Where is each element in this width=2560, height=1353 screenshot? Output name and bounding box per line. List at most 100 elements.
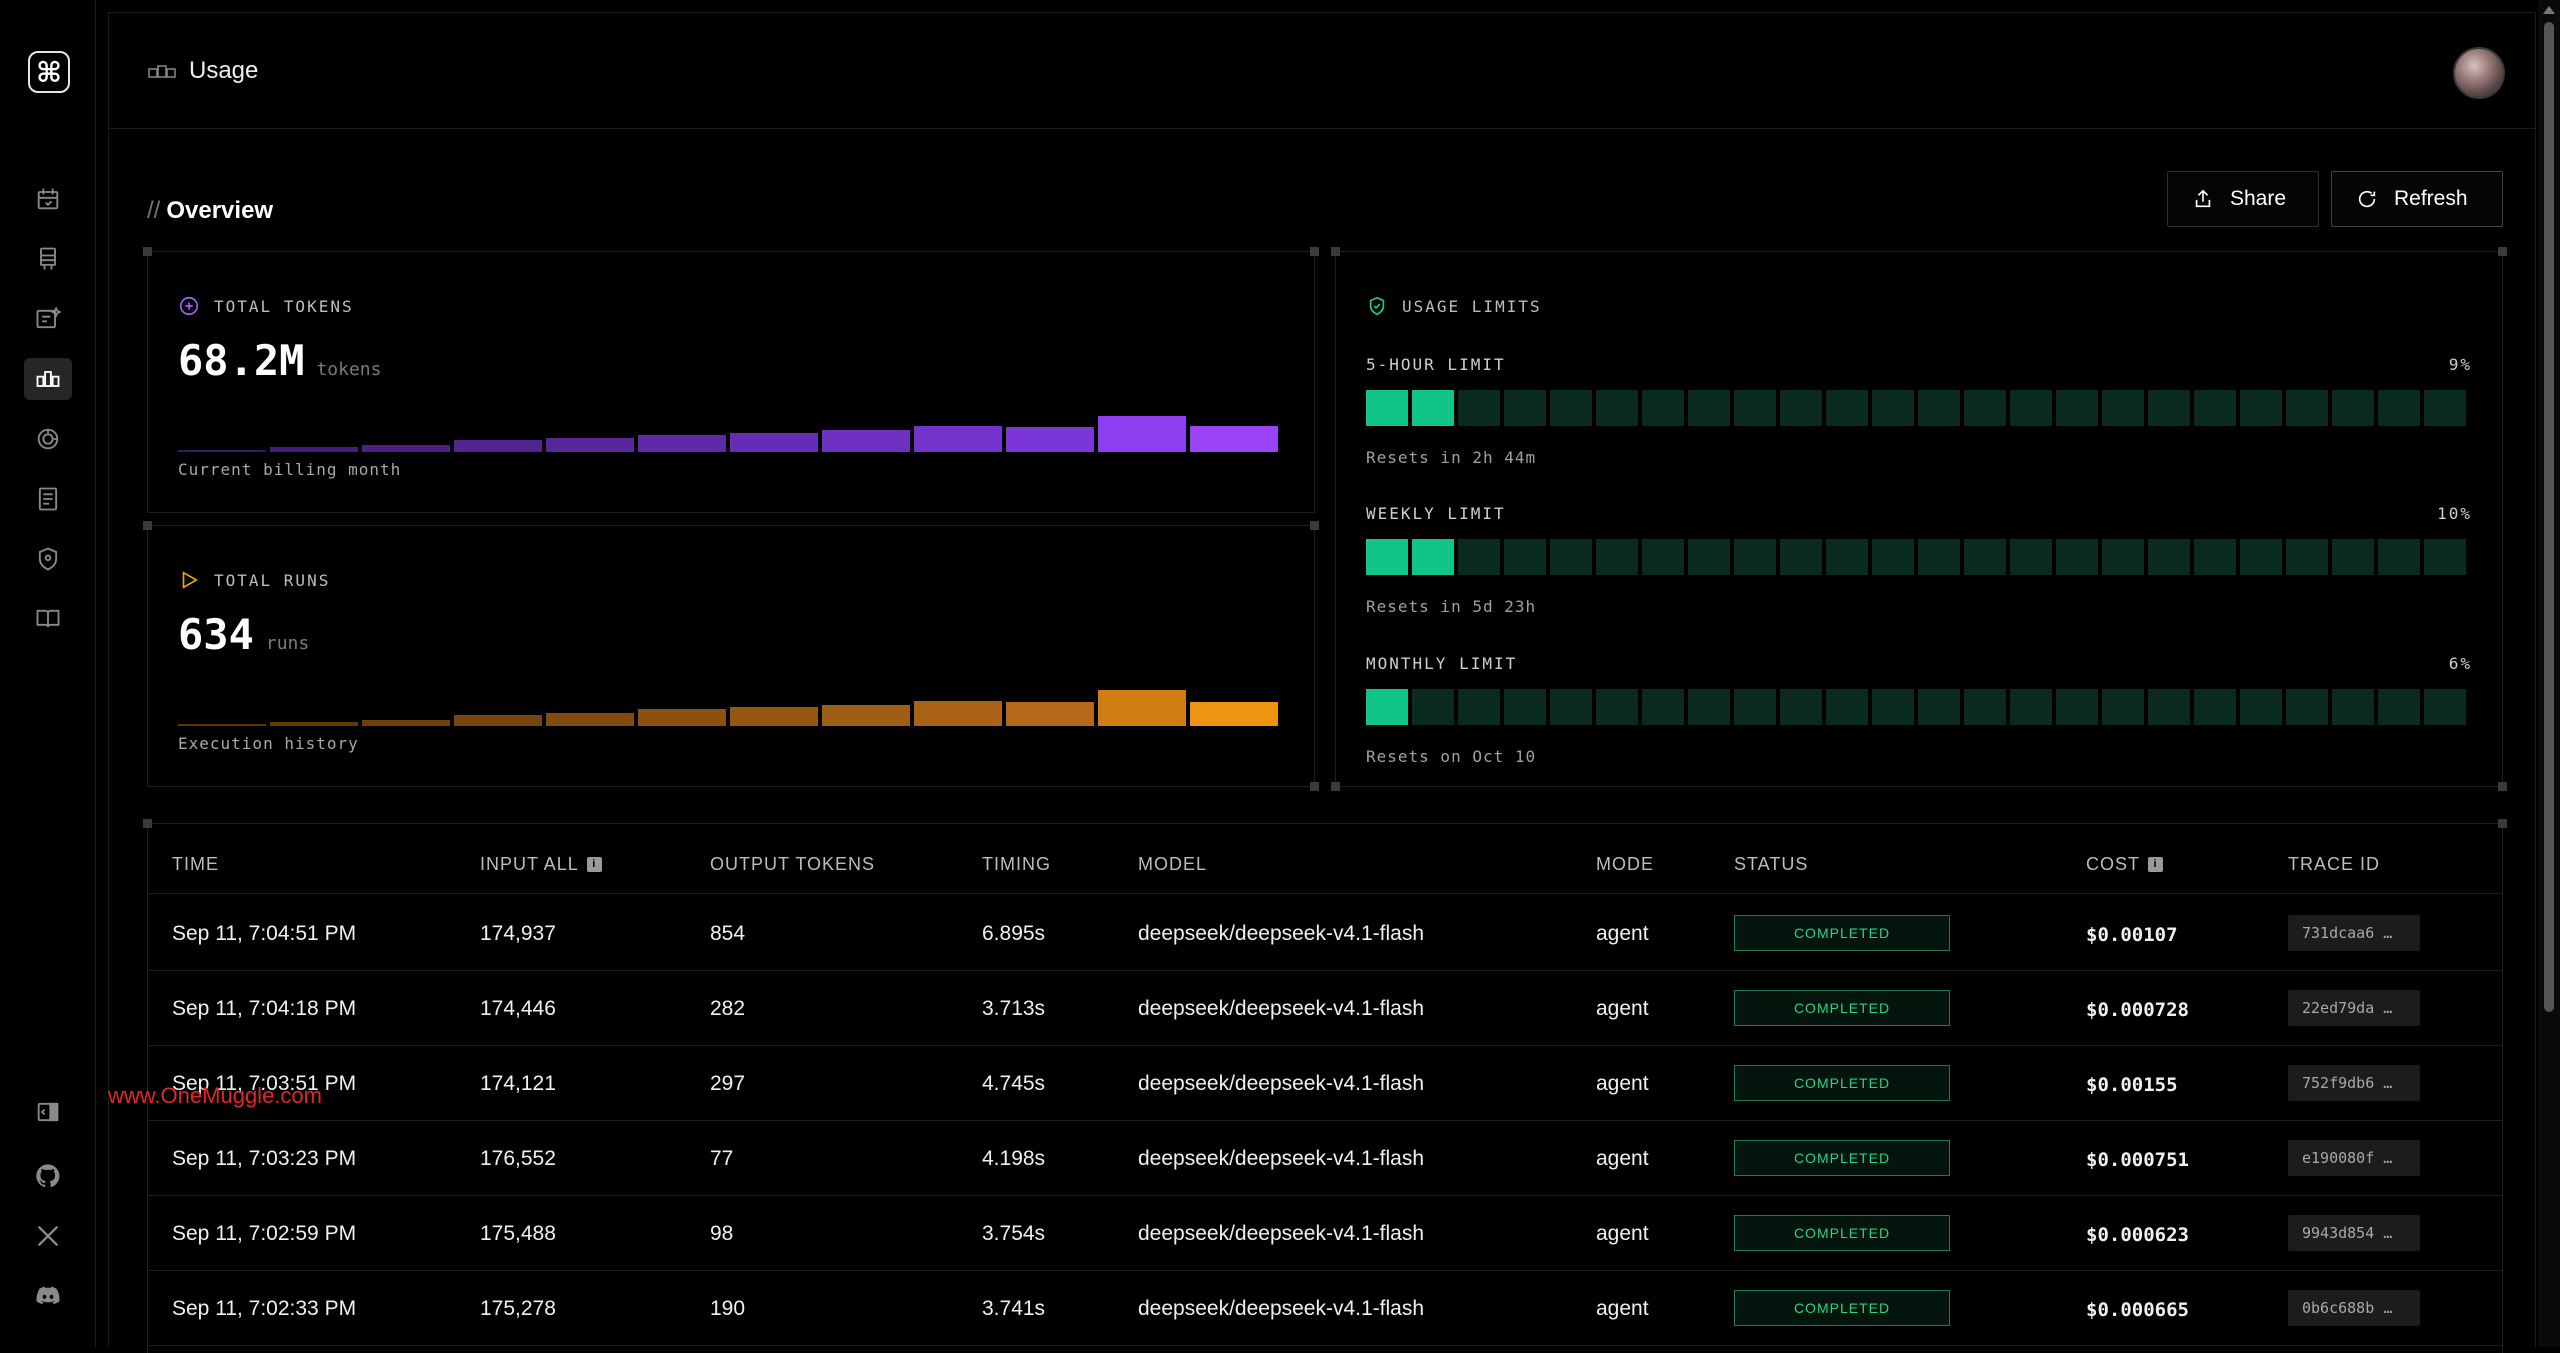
col-timing[interactable]: TIMING bbox=[982, 854, 1051, 874]
x-twitter-icon[interactable] bbox=[24, 1215, 72, 1257]
table-row[interactable]: Sep 11, 7:03:23 PM 176,552 77 4.198s dee… bbox=[148, 1121, 2502, 1196]
trace-id-chip[interactable]: e190080f … bbox=[2288, 1140, 2420, 1176]
cell-time: Sep 11, 7:02:33 PM bbox=[172, 1297, 357, 1320]
chart-bar bbox=[822, 705, 910, 726]
table-row[interactable]: Sep 11, 7:02:33 PM 175,278 190 3.741s de… bbox=[148, 1271, 2502, 1346]
trace-id-chip[interactable]: 9943d854 … bbox=[2288, 1215, 2420, 1251]
table-header: TIME INPUT ALL i OUTPUT TOKENS TIMING MOD… bbox=[148, 824, 2502, 894]
info-icon[interactable]: i bbox=[2148, 857, 2164, 872]
chart-bar bbox=[822, 430, 910, 452]
limit-cell bbox=[1366, 689, 1408, 725]
cell-timing: 3.713s bbox=[982, 997, 1046, 1020]
col-cost[interactable]: COST i bbox=[2086, 854, 2164, 875]
cell-cost: $0.00107 bbox=[2086, 924, 2178, 946]
github-icon[interactable] bbox=[24, 1155, 72, 1197]
limit-cell bbox=[1458, 390, 1500, 426]
limit-cell bbox=[2424, 539, 2466, 575]
chart-bar bbox=[638, 709, 726, 726]
nav-shield-icon[interactable] bbox=[24, 538, 72, 580]
chart-bar bbox=[362, 445, 450, 452]
trace-id-chip[interactable]: 752f9db6 … bbox=[2288, 1065, 2420, 1101]
col-input-all[interactable]: INPUT ALL i bbox=[480, 854, 602, 875]
limit-cell bbox=[2332, 689, 2374, 725]
limit-cell bbox=[1504, 689, 1546, 725]
chart-bar bbox=[454, 715, 542, 726]
limit-cell bbox=[2424, 689, 2466, 725]
table-row[interactable]: Sep 11, 7:04:51 PM 174,937 854 6.895s de… bbox=[148, 896, 2502, 971]
refresh-button[interactable]: Refresh bbox=[2331, 171, 2503, 227]
info-icon[interactable]: i bbox=[586, 857, 602, 872]
cell-mode: agent bbox=[1596, 1222, 1649, 1245]
app-logo-icon[interactable]: ⌘ bbox=[28, 51, 70, 93]
limit-cell bbox=[1826, 390, 1868, 426]
scroll-up-icon[interactable] bbox=[2543, 6, 2555, 14]
col-time[interactable]: TIME bbox=[172, 854, 219, 874]
limit-name: WEEKLY LIMIT bbox=[1366, 504, 1506, 523]
chart-bar bbox=[1006, 427, 1094, 452]
limit-cell bbox=[2194, 539, 2236, 575]
col-trace-id[interactable]: TRACE ID bbox=[2288, 854, 2381, 874]
limit-cell bbox=[1780, 689, 1822, 725]
limit-cell bbox=[1734, 390, 1776, 426]
limit-cell bbox=[1918, 689, 1960, 725]
avatar[interactable] bbox=[2453, 47, 2505, 99]
limit-cell bbox=[1964, 390, 2006, 426]
chart-bar bbox=[546, 713, 634, 726]
chart-bar bbox=[454, 440, 542, 452]
cell-mode: agent bbox=[1596, 922, 1649, 945]
col-output-tokens[interactable]: OUTPUT TOKENS bbox=[710, 854, 876, 874]
status-badge: COMPLETED bbox=[1734, 915, 1950, 951]
nav-calendar-icon[interactable] bbox=[24, 178, 72, 220]
cell-input: 174,937 bbox=[480, 922, 556, 945]
limit-cell bbox=[1918, 390, 1960, 426]
cell-timing: 4.745s bbox=[982, 1072, 1046, 1095]
collapse-sidebar-icon[interactable] bbox=[24, 1091, 72, 1133]
limit-percent: 9% bbox=[2448, 355, 2472, 374]
nav-sparkle-icon[interactable] bbox=[24, 298, 72, 340]
tokens-subtitle: Current billing month bbox=[178, 460, 402, 479]
limit-cell bbox=[2056, 689, 2098, 725]
overview-title: //Overview bbox=[147, 197, 273, 225]
limit-cell bbox=[1458, 539, 1500, 575]
table-row[interactable]: Sep 11, 7:04:18 PM 174,446 282 3.713s de… bbox=[148, 971, 2502, 1046]
nav-book-icon[interactable] bbox=[24, 598, 72, 640]
cell-cost: $0.000728 bbox=[2086, 999, 2189, 1021]
limit-cell bbox=[2240, 689, 2282, 725]
share-label: Share bbox=[2230, 187, 2287, 210]
scrollbar[interactable] bbox=[2538, 0, 2560, 1347]
nav-receipt-icon[interactable] bbox=[24, 478, 72, 520]
table-row[interactable]: Sep 11, 7:02:59 PM 175,488 98 3.754s dee… bbox=[148, 1196, 2502, 1271]
runs-bar-chart bbox=[178, 682, 1278, 726]
limit-cell bbox=[2378, 390, 2420, 426]
cell-output: 297 bbox=[710, 1072, 746, 1095]
status-badge: COMPLETED bbox=[1734, 990, 1950, 1026]
nav-database-icon[interactable] bbox=[24, 238, 72, 280]
col-status[interactable]: STATUS bbox=[1734, 854, 1809, 874]
cell-input: 175,278 bbox=[480, 1297, 556, 1320]
runs-label-row: TOTAL RUNS bbox=[178, 569, 330, 591]
limit-meter bbox=[1366, 689, 2472, 725]
usage-limits-card: USAGE LIMITS 5-HOUR LIMIT 9% Resets in 2… bbox=[1331, 247, 2507, 791]
limit-percent: 6% bbox=[2448, 654, 2472, 673]
col-model[interactable]: MODEL bbox=[1138, 854, 1208, 874]
cell-time: Sep 11, 7:03:23 PM bbox=[172, 1147, 357, 1170]
limit-cell bbox=[2332, 539, 2374, 575]
limit-cell bbox=[1596, 539, 1638, 575]
trace-id-chip[interactable]: 731dcaa6 … bbox=[2288, 915, 2420, 951]
discord-icon[interactable] bbox=[24, 1275, 72, 1317]
limit-cell bbox=[1964, 689, 2006, 725]
share-button[interactable]: Share bbox=[2167, 171, 2319, 227]
scrollbar-thumb[interactable] bbox=[2544, 22, 2554, 1012]
limit-cell bbox=[2148, 390, 2190, 426]
table-row[interactable]: Sep 11, 7:03:51 PM 174,121 297 4.745s de… bbox=[148, 1046, 2502, 1121]
nav-usage-icon[interactable] bbox=[24, 358, 72, 400]
limit-cell bbox=[2102, 539, 2144, 575]
nav-target-icon[interactable] bbox=[24, 418, 72, 460]
trace-id-chip[interactable]: 0b6c688b … bbox=[2288, 1290, 2420, 1326]
chart-bar bbox=[178, 724, 266, 726]
limit-reset: Resets in 2h 44m bbox=[1366, 448, 1537, 467]
cell-output: 190 bbox=[710, 1297, 746, 1320]
trace-id-chip[interactable]: 22ed79da … bbox=[2288, 990, 2420, 1026]
col-mode[interactable]: MODE bbox=[1596, 854, 1654, 874]
status-badge: COMPLETED bbox=[1734, 1065, 1950, 1101]
